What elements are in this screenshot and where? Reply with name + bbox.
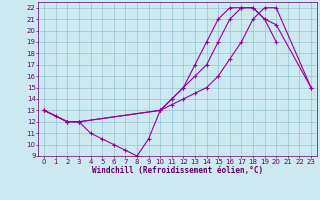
X-axis label: Windchill (Refroidissement éolien,°C): Windchill (Refroidissement éolien,°C): [92, 166, 263, 175]
